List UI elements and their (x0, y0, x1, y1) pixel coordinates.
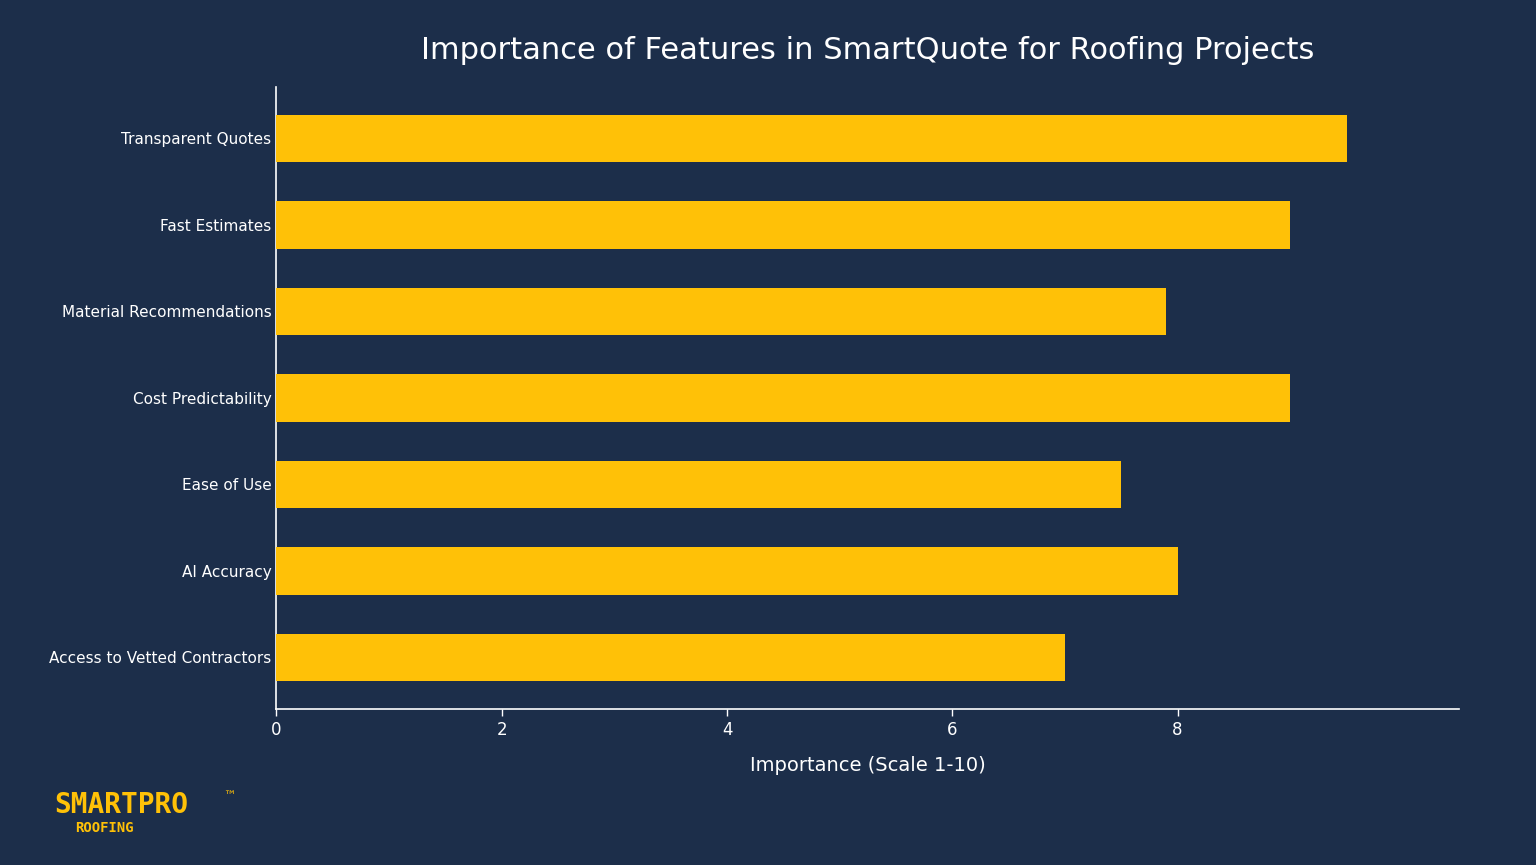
X-axis label: Importance (Scale 1-10): Importance (Scale 1-10) (750, 756, 986, 775)
Bar (276, 115, 1347, 163)
Bar (276, 460, 1121, 508)
Text: ™: ™ (223, 790, 235, 803)
Text: ROOFING: ROOFING (75, 821, 134, 835)
Bar (276, 202, 1290, 249)
Bar (276, 374, 1290, 421)
Title: Importance of Features in SmartQuote for Roofing Projects: Importance of Features in SmartQuote for… (421, 35, 1315, 65)
Bar (276, 633, 1064, 682)
Text: SMARTPRO: SMARTPRO (54, 791, 187, 819)
Bar (276, 287, 1166, 335)
Bar (276, 548, 1178, 595)
